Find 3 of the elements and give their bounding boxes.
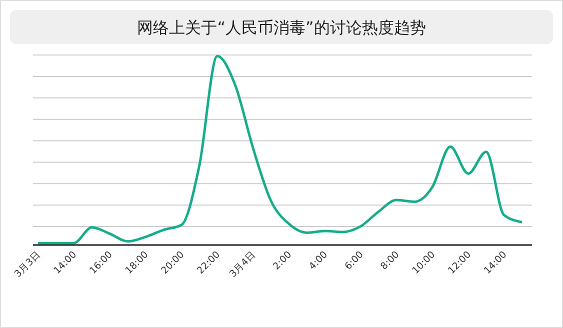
x-tick-label: 3月4日 bbox=[228, 249, 258, 280]
x-tick-label: 3月3日 bbox=[12, 249, 44, 280]
chart-title: 网络上关于“人民币消毒”的讨论热度趋势 bbox=[137, 18, 426, 37]
